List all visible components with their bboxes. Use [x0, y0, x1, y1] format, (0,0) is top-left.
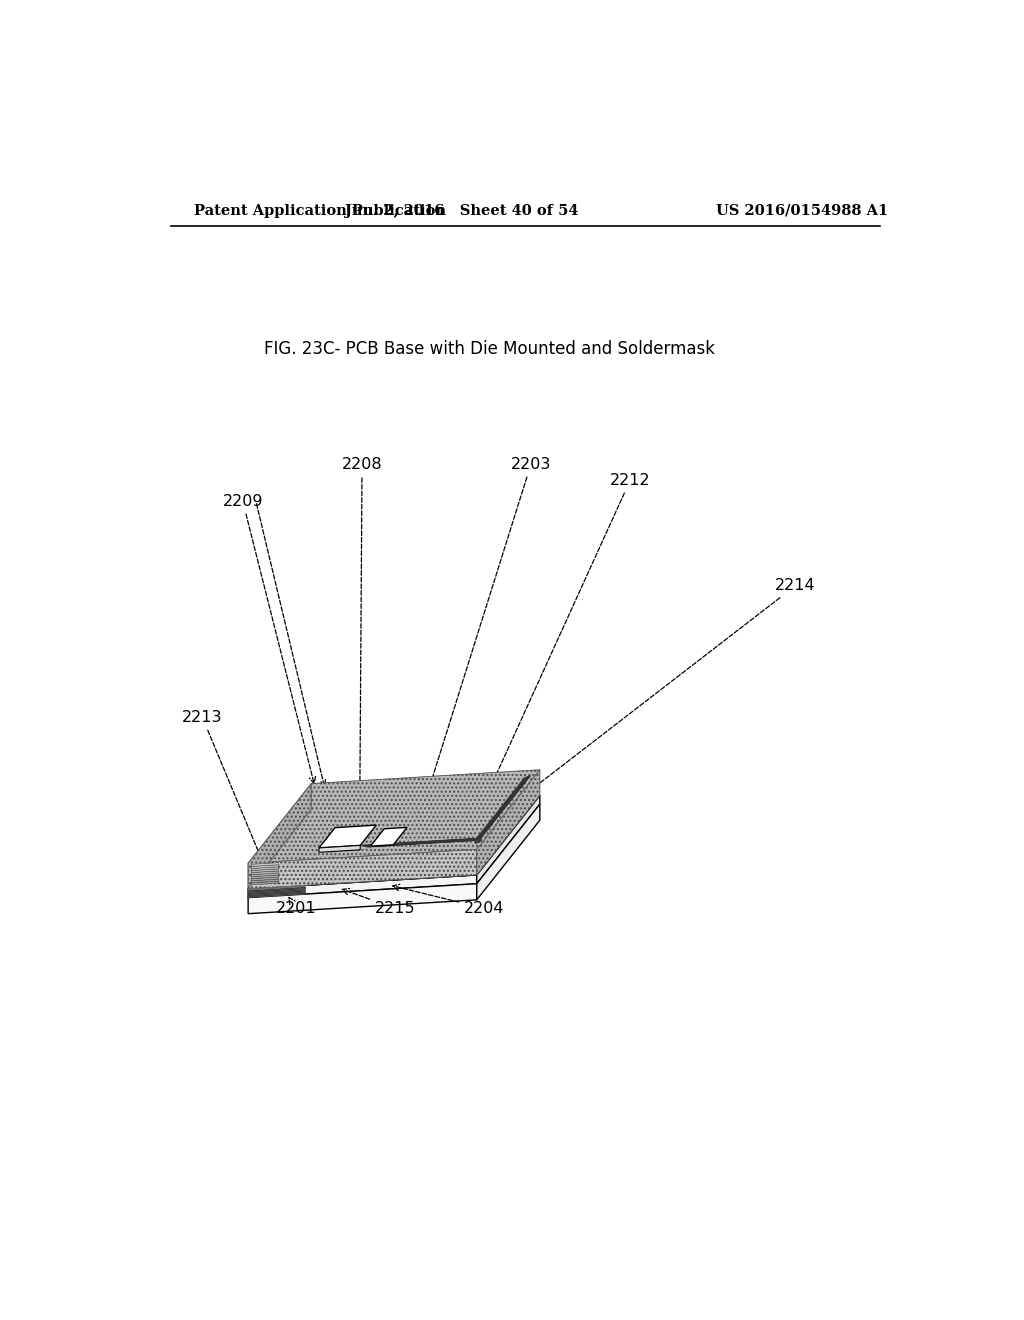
Text: 2214: 2214 [482, 578, 816, 828]
Polygon shape [248, 770, 540, 863]
Polygon shape [248, 891, 305, 895]
Polygon shape [251, 867, 279, 870]
Polygon shape [248, 890, 305, 894]
Text: 2209: 2209 [222, 494, 315, 783]
Polygon shape [248, 894, 305, 898]
Text: Patent Application Publication: Patent Application Publication [194, 203, 445, 218]
Text: 2203: 2203 [423, 457, 551, 803]
Polygon shape [248, 886, 305, 890]
Text: 2201: 2201 [275, 898, 316, 916]
Text: FIG. 23C- PCB Base with Die Mounted and Soldermask: FIG. 23C- PCB Base with Die Mounted and … [263, 341, 715, 358]
Polygon shape [248, 888, 305, 894]
Polygon shape [371, 828, 408, 846]
Polygon shape [319, 845, 360, 853]
Polygon shape [251, 863, 279, 866]
Polygon shape [251, 869, 279, 873]
Polygon shape [248, 888, 305, 892]
Text: US 2016/0154988 A1: US 2016/0154988 A1 [716, 203, 889, 218]
Polygon shape [251, 876, 279, 880]
Polygon shape [319, 825, 376, 847]
Polygon shape [248, 875, 477, 898]
Polygon shape [477, 796, 540, 884]
Polygon shape [248, 887, 305, 891]
Text: 2213: 2213 [182, 710, 264, 865]
Polygon shape [248, 891, 305, 895]
Polygon shape [251, 865, 279, 869]
Polygon shape [251, 875, 279, 879]
Polygon shape [248, 796, 540, 888]
Polygon shape [251, 873, 279, 876]
Polygon shape [248, 892, 305, 896]
Text: 2204: 2204 [393, 884, 505, 916]
Polygon shape [251, 882, 279, 884]
Text: 2208: 2208 [342, 457, 382, 814]
Polygon shape [251, 879, 279, 883]
Polygon shape [248, 884, 477, 913]
Polygon shape [248, 892, 305, 896]
Polygon shape [251, 871, 279, 875]
Polygon shape [248, 886, 305, 890]
Polygon shape [248, 849, 477, 888]
Text: 2212: 2212 [488, 473, 650, 792]
Polygon shape [477, 804, 540, 900]
Polygon shape [477, 770, 540, 875]
Text: 2215: 2215 [342, 888, 416, 916]
Polygon shape [248, 784, 311, 888]
Text: Jun. 2, 2016   Sheet 40 of 54: Jun. 2, 2016 Sheet 40 of 54 [344, 203, 578, 218]
Polygon shape [248, 887, 305, 892]
